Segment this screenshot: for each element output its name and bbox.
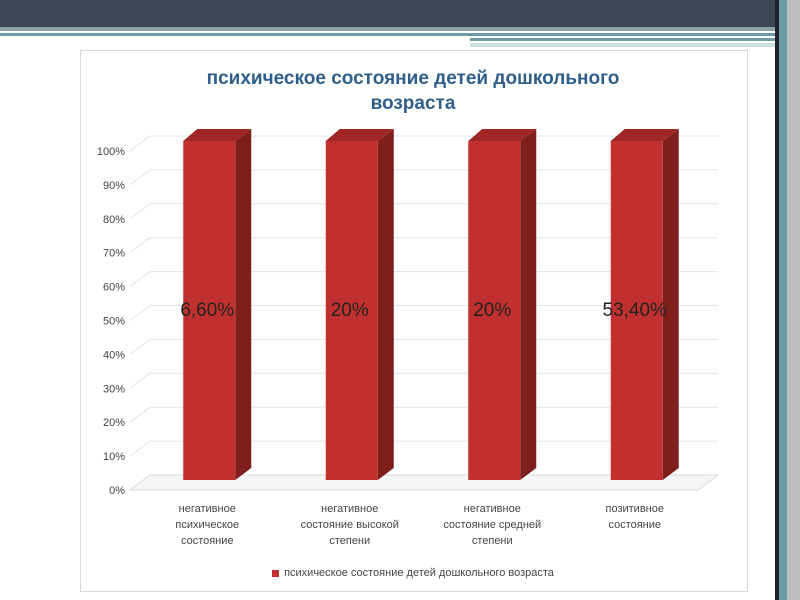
gridline-side bbox=[129, 406, 151, 423]
bar bbox=[325, 141, 378, 480]
data-label: 20% bbox=[473, 300, 511, 321]
category-label: негативное bbox=[464, 503, 521, 515]
y-tick-label: 70% bbox=[103, 248, 125, 260]
chart-title-line-2: возраста bbox=[370, 93, 456, 114]
category-label: состояние bbox=[181, 535, 234, 547]
y-tick-label: 80% bbox=[103, 214, 125, 226]
chart-legend: психическое состояние детей дошкольного … bbox=[80, 567, 746, 579]
gridline-side bbox=[129, 338, 151, 355]
gridline-side bbox=[129, 237, 151, 254]
category-label: негативное bbox=[321, 503, 378, 515]
bar-top bbox=[610, 129, 679, 141]
category-label: позитивное bbox=[606, 503, 664, 515]
bar bbox=[183, 141, 236, 480]
bar-side bbox=[520, 129, 537, 480]
gridline-side bbox=[129, 203, 151, 220]
data-label: 53,40% bbox=[603, 300, 668, 321]
y-tick-label: 40% bbox=[103, 349, 125, 361]
category-label: степени bbox=[329, 535, 370, 547]
bar-top bbox=[325, 129, 394, 141]
y-tick-label: 100% bbox=[97, 146, 125, 158]
gridline-side bbox=[129, 372, 151, 389]
chart-title-line-1: психическое состояние детей дошкольного bbox=[206, 68, 620, 89]
y-tick-label: 20% bbox=[103, 417, 125, 429]
bar-side bbox=[235, 129, 252, 480]
category-label: степени bbox=[472, 535, 513, 547]
chart-floor bbox=[128, 474, 720, 491]
gridline-side bbox=[129, 271, 151, 288]
category-label: состояние средней bbox=[443, 519, 541, 531]
bar-top bbox=[468, 129, 537, 141]
category-label: психическое bbox=[175, 519, 239, 531]
category-label: состояние bbox=[608, 519, 661, 531]
bar-side bbox=[377, 129, 394, 480]
gridline-side bbox=[129, 305, 151, 321]
category-label: негативное bbox=[179, 503, 236, 515]
y-tick-label: 50% bbox=[103, 316, 125, 328]
gridline-side bbox=[129, 440, 151, 457]
y-tick-label: 60% bbox=[103, 282, 125, 294]
y-tick-label: 90% bbox=[103, 180, 125, 192]
bar bbox=[468, 141, 521, 480]
data-label: 6,60% bbox=[180, 300, 234, 321]
bar-side bbox=[662, 129, 679, 480]
category-label: состояние высокой bbox=[301, 519, 399, 531]
y-tick-label: 10% bbox=[103, 451, 125, 463]
legend-label: психическое состояние детей дошкольного … bbox=[284, 567, 554, 580]
gridline-side bbox=[129, 169, 151, 186]
legend-swatch bbox=[272, 569, 280, 577]
bar bbox=[610, 141, 663, 480]
data-label: 20% bbox=[331, 300, 369, 321]
y-tick-label: 0% bbox=[109, 485, 125, 497]
bar-top bbox=[183, 129, 252, 141]
gridline-side bbox=[129, 135, 151, 152]
y-tick-label: 30% bbox=[103, 383, 125, 395]
